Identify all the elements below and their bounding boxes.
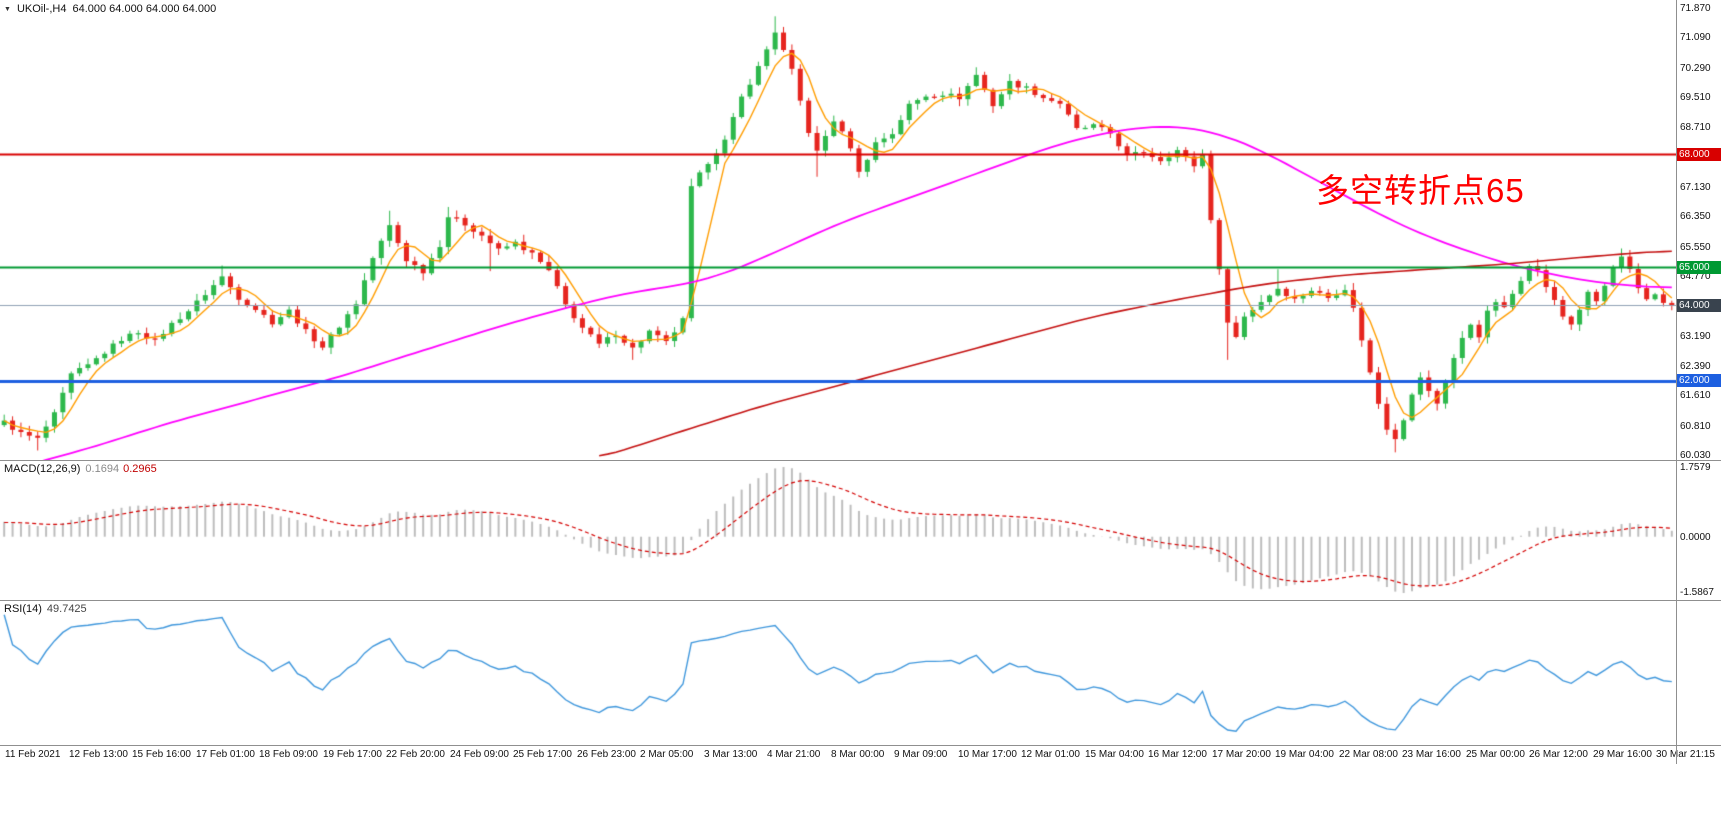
axis-separator [1676,0,1677,764]
time-axis-label: 12 Feb 13:00 [69,749,128,760]
rsi-panel: RSI(14) 49.7425 [0,601,1721,746]
time-axis-label: 2 Mar 05:00 [640,749,694,760]
time-axis-label: 19 Feb 17:00 [323,749,382,760]
price-axis-tick: 60.030 [1680,450,1711,461]
macd-panel: MACD(12,26,9) 0.1694 0.2965 1.7579 0.0000 -1… [0,461,1721,601]
price-axis-tick: 71.870 [1680,3,1711,14]
time-axis-label: 10 Mar 17:00 [958,749,1017,760]
price-level-badge: 68.000 [1676,148,1721,161]
rsi-indicator-label: RSI(14) 49.7425 [4,603,87,615]
price-axis-tick: 64.770 [1680,271,1711,282]
macd-chart-canvas [0,461,1676,600]
price-annotation-text: 多空转折点65 [1316,172,1525,209]
price-axis-tick: 70.290 [1680,63,1711,74]
price-axis-tick: 61.610 [1680,390,1711,401]
price-axis-tick: 63.190 [1680,331,1711,342]
price-axis-tick: 62.390 [1680,361,1711,372]
time-axis-label: 16 Mar 12:00 [1148,749,1207,760]
price-axis-tick: 60.810 [1680,421,1711,432]
price-panel: ▼ UKOil-,H4 64.000 64.000 64.000 64.000 … [0,0,1721,461]
time-axis-label: 19 Mar 04:00 [1275,749,1334,760]
macd-name: MACD(12,26,9) [4,463,81,475]
time-axis-label: 22 Mar 08:00 [1339,749,1398,760]
macd-axis-tick: 1.7579 [1680,462,1711,473]
time-axis-label: 4 Mar 21:00 [767,749,821,760]
price-chart-canvas [0,0,1676,460]
price-axis-tick: 66.350 [1680,211,1711,222]
time-axis-label: 11 Feb 2021 [5,749,61,760]
time-axis-label: 18 Feb 09:00 [259,749,318,760]
price-axis: 71.870 71.090 70.290 69.510 68.710 67.130 66.3… [1676,0,1721,461]
time-axis-label: 17 Feb 01:00 [196,749,255,760]
price-axis-tick: 69.510 [1680,92,1711,103]
price-axis-tick: 68.710 [1680,122,1711,133]
time-axis-label: 8 Mar 00:00 [831,749,885,760]
rsi-value: 49.7425 [46,603,87,615]
macd-axis-tick: -1.5867 [1680,587,1714,598]
ohlc-values: 64.000 64.000 64.000 64.000 [72,3,217,15]
rsi-chart-canvas [0,601,1676,745]
price-axis-tick: 67.130 [1680,182,1711,193]
time-axis-label: 30 Mar 21:15 [1656,749,1715,760]
time-axis-label: 24 Feb 09:00 [450,749,509,760]
time-axis-label: 12 Mar 01:00 [1021,749,1080,760]
time-axis-label: 29 Mar 16:00 [1593,749,1652,760]
time-axis-label: 17 Mar 20:00 [1212,749,1271,760]
macd-indicator-label: MACD(12,26,9) 0.1694 0.2965 [4,463,157,475]
price-level-badge: 62.000 [1676,374,1721,387]
macd-axis: 1.7579 0.0000 -1.5867 [1676,461,1721,600]
time-axis-label: 23 Mar 16:00 [1402,749,1461,760]
symbol-info: ▼ UKOil-,H4 64.000 64.000 64.000 64.000 [4,3,216,15]
price-axis-tick: 65.550 [1680,242,1711,253]
time-axis-label: 15 Mar 04:00 [1085,749,1144,760]
rsi-name: RSI(14) [4,603,42,615]
time-axis-label: 25 Mar 00:00 [1466,749,1525,760]
price-level-badge: 65.000 [1676,261,1721,274]
time-axis-label: 3 Mar 13:00 [704,749,758,760]
macd-signal-value: 0.2965 [123,463,157,475]
symbol-dropdown-icon[interactable]: ▼ [4,5,11,13]
price-axis-tick: 71.090 [1680,32,1711,43]
macd-main-value: 0.1694 [85,463,120,475]
price-level-badge: 64.000 [1676,299,1721,312]
time-axis-label: 15 Feb 16:00 [132,749,191,760]
time-axis-label: 25 Feb 17:00 [513,749,572,760]
time-axis: 11 Feb 2021 12 Feb 13:00 15 Feb 16:00 17 Fe… [0,746,1721,764]
macd-axis-tick: 0.0000 [1680,532,1711,543]
time-axis-label: 26 Feb 23:00 [577,749,636,760]
time-axis-label: 9 Mar 09:00 [894,749,948,760]
symbol-timeframe-label: UKOil-,H4 [16,3,67,15]
time-axis-label: 22 Feb 20:00 [386,749,445,760]
time-axis-label: 26 Mar 12:00 [1529,749,1588,760]
